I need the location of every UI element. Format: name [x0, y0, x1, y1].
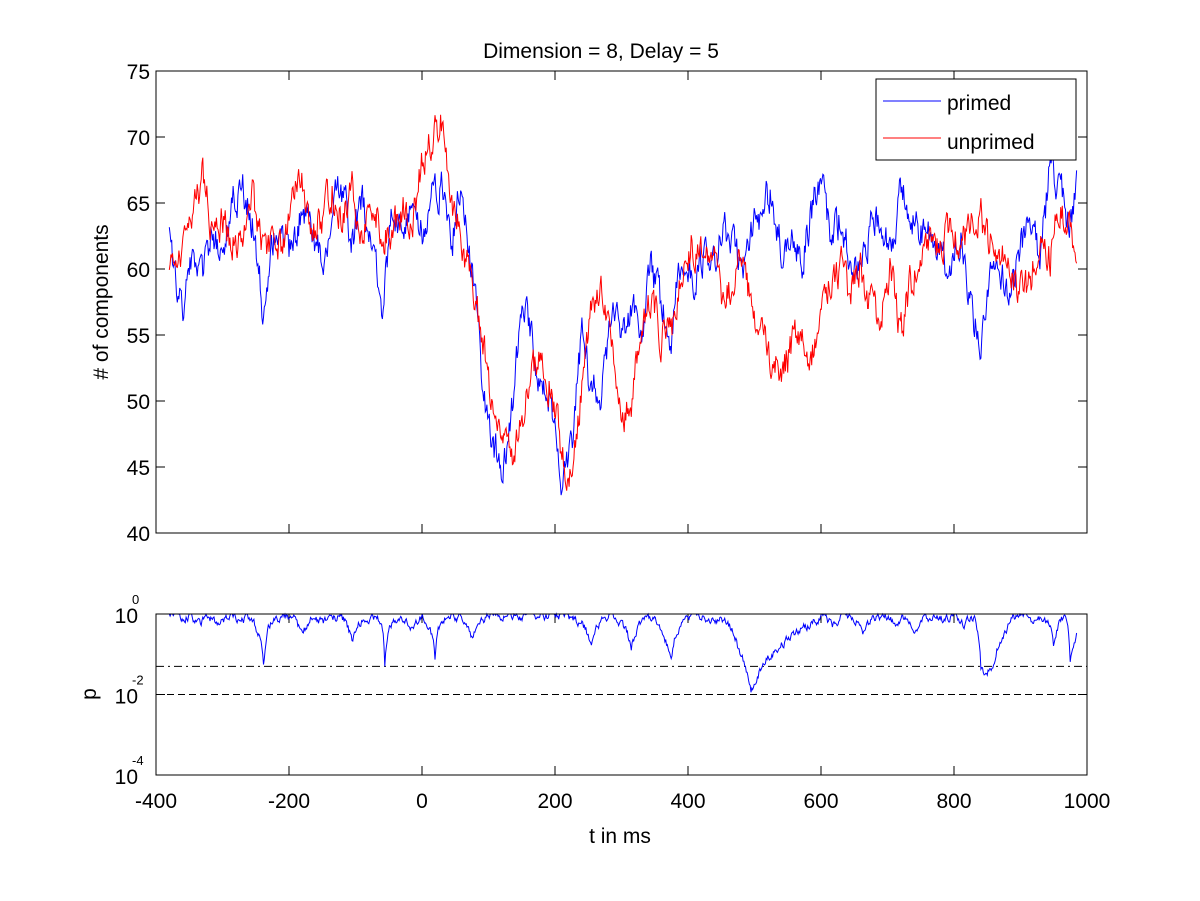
- bottom-ytick-exponent: -4: [132, 753, 144, 768]
- bottom-xtick-label: 800: [936, 790, 971, 813]
- bottom-xtick-label: -200: [268, 790, 310, 813]
- bottom-xtick-label: -400: [135, 790, 177, 813]
- bottom-plot-frame: [155, 613, 1088, 776]
- legend-box: [875, 78, 1077, 161]
- top-plot-frame: [155, 70, 1088, 534]
- top-plot-title: Dimension = 8, Delay = 5: [483, 40, 719, 63]
- top-ytick-label: 40: [127, 523, 150, 546]
- top-ytick-label: 45: [127, 457, 150, 480]
- series-unprimed-line: [168, 114, 1078, 491]
- top-plot-ylabel: # of components: [90, 224, 113, 379]
- bottom-plot-xlabel: t in ms: [589, 825, 651, 848]
- legend: primed unprimed: [875, 78, 1077, 161]
- bottom-plot: p t in ms -400 -200 0 200 400 600 800 100010010…: [78, 592, 1110, 848]
- top-ytick-label: 50: [127, 391, 150, 414]
- series-primed-line: [168, 153, 1078, 496]
- top-ytick-label: 75: [127, 61, 150, 84]
- bottom-ytick-base: 10: [115, 766, 138, 789]
- bottom-xtick-label: 600: [803, 790, 838, 813]
- bottom-xtick-label: 0: [416, 790, 428, 813]
- bottom-plot-reference-lines: [156, 665, 1087, 695]
- top-plot-series: [168, 114, 1078, 496]
- bottom-ytick-exponent: 0: [132, 592, 139, 607]
- bottom-xtick-label: 1000: [1064, 790, 1111, 813]
- bottom-xtick-label: 400: [670, 790, 705, 813]
- top-ytick-label: 60: [127, 259, 150, 282]
- bottom-ytick-base: 10: [115, 686, 138, 709]
- bottom-xtick-label: 200: [537, 790, 572, 813]
- legend-unprimed-label: unprimed: [947, 131, 1035, 154]
- top-ytick-label: 70: [127, 127, 150, 150]
- bottom-plot-ylabel: p: [78, 688, 101, 700]
- bottom-ytick-base: 10: [115, 605, 138, 628]
- top-ytick-label: 65: [127, 193, 150, 216]
- top-plot-ticks: 40 45 50 55 60 65 70 75: [127, 61, 1088, 546]
- top-plot: Dimension = 8, Delay = 5 # of components…: [90, 40, 1088, 546]
- legend-primed-label: primed: [947, 92, 1011, 115]
- top-ytick-label: 55: [127, 325, 150, 348]
- bottom-ytick-exponent: -2: [132, 673, 144, 688]
